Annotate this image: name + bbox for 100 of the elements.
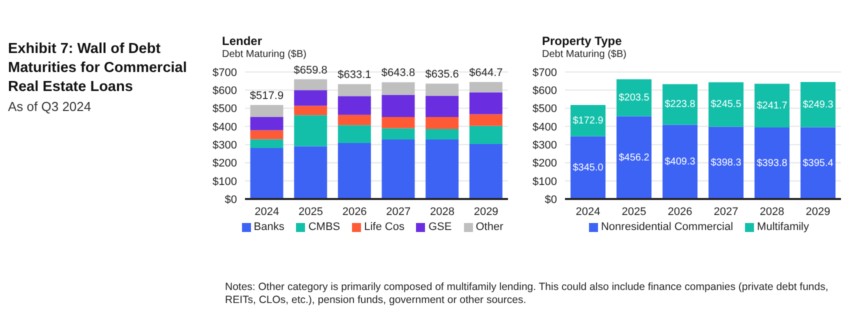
bar <box>469 144 502 199</box>
bar <box>426 96 459 117</box>
text: Exhibit 7: Wall of Debt Maturities for Commercial Real Estate Loans <box>8 40 188 97</box>
y-axis-title: Debt Maturing ($B) <box>542 48 626 61</box>
bar <box>708 126 744 199</box>
x-tick-label: 2025 <box>298 206 323 218</box>
x-tick-label: 2025 <box>622 206 646 218</box>
text: As of Q3 2024 <box>8 99 92 114</box>
bar <box>338 142 371 199</box>
legend-label: CMBS <box>308 221 340 233</box>
chart-title: Property Type <box>542 34 623 48</box>
bar <box>382 139 415 199</box>
data-label: $345.0 <box>572 162 604 174</box>
y-tick-label: $700 <box>532 66 557 79</box>
bar <box>382 128 415 140</box>
bar <box>570 136 606 199</box>
bar <box>250 139 284 148</box>
bar <box>616 79 652 116</box>
data-label: $223.8 <box>664 99 696 110</box>
x-tick-label: 2024 <box>576 206 600 218</box>
data-label: $245.5 <box>710 99 742 110</box>
data-label: $456.2 <box>618 152 650 164</box>
bar <box>382 82 415 95</box>
y-tick-label: $300 <box>532 139 557 152</box>
bar <box>426 116 459 129</box>
data-label: $393.8 <box>756 158 788 169</box>
bar <box>294 79 328 90</box>
data-label: $395.4 <box>802 158 834 169</box>
total-label: $635.6 <box>425 68 459 81</box>
bar <box>338 114 371 126</box>
y-tick-label: $600 <box>212 85 237 98</box>
bar <box>294 115 328 146</box>
bar <box>294 146 328 199</box>
bar <box>800 82 836 128</box>
bar <box>250 116 284 130</box>
bar <box>250 148 284 199</box>
y-tick-label: $600 <box>532 85 557 98</box>
bar <box>338 125 371 143</box>
text: Notes: Other category is primarily composed of multifamily lending. This could also include finance companies (private debt funds, REITs, CLOs, etc.), pension funds, government or other sources. <box>225 281 830 307</box>
y-tick-label: $100 <box>212 176 237 188</box>
y-tick-label: $700 <box>212 66 237 79</box>
y-tick-label: $200 <box>532 158 557 170</box>
bar <box>662 124 698 199</box>
legend-label: Nonresidential Commercial <box>600 221 734 233</box>
bar <box>338 84 371 96</box>
bar <box>570 105 606 136</box>
bar <box>800 127 836 199</box>
y-tick-label: $100 <box>532 176 557 188</box>
bar <box>469 92 502 114</box>
bar <box>469 82 502 92</box>
bar <box>426 139 459 199</box>
bar <box>754 84 790 128</box>
x-tick-label: 2027 <box>386 206 411 218</box>
data-label: $398.3 <box>710 158 742 169</box>
data-label: $203.5 <box>618 92 650 104</box>
y-tick-label: $0 <box>224 194 237 206</box>
total-label: $517.9 <box>250 90 284 102</box>
data-label: $172.9 <box>572 115 604 126</box>
data-label: $249.3 <box>802 99 834 110</box>
total-label: $633.1 <box>338 69 372 82</box>
y-tick-label: $500 <box>532 103 557 116</box>
legend-label: Multifamily <box>757 221 809 233</box>
y-axis-title: Debt Maturing ($B) <box>222 48 306 61</box>
x-tick-label: 2028 <box>760 206 784 218</box>
x-tick-label: 2028 <box>430 206 454 218</box>
x-tick-label: 2024 <box>254 206 280 218</box>
bar <box>426 128 459 140</box>
chart-title: Lender <box>222 34 264 48</box>
bar <box>382 94 415 117</box>
bar <box>382 116 415 128</box>
y-tick-label: $300 <box>212 139 237 152</box>
x-tick-label: 2026 <box>668 206 692 218</box>
total-label: $643.8 <box>381 67 416 80</box>
total-label: $644.7 <box>469 67 503 80</box>
y-tick-label: $500 <box>212 103 237 116</box>
legend-label: Banks <box>254 221 284 233</box>
bar <box>469 114 502 126</box>
legend-label: Life Cos <box>364 221 404 233</box>
bar <box>294 106 328 116</box>
total-label: $659.8 <box>294 64 328 76</box>
y-tick-label: $400 <box>212 121 237 134</box>
bar <box>338 96 371 115</box>
data-label: $409.3 <box>664 156 696 168</box>
legend-label: Other <box>476 221 504 233</box>
bar <box>662 84 698 125</box>
legend-label: GSE <box>428 221 452 233</box>
y-tick-label: $200 <box>212 158 237 170</box>
bar <box>616 116 652 199</box>
x-tick-label: 2026 <box>342 206 367 218</box>
x-tick-label: 2029 <box>474 206 498 218</box>
y-tick-label: $0 <box>544 194 557 206</box>
x-tick-label: 2027 <box>714 206 738 218</box>
bar <box>426 84 459 96</box>
bar <box>250 130 284 140</box>
x-tick-label: 2029 <box>806 206 830 218</box>
y-tick-label: $400 <box>532 121 557 134</box>
data-label: $241.7 <box>756 100 788 112</box>
bar <box>294 90 328 106</box>
bar <box>754 128 790 199</box>
bar <box>250 105 284 117</box>
